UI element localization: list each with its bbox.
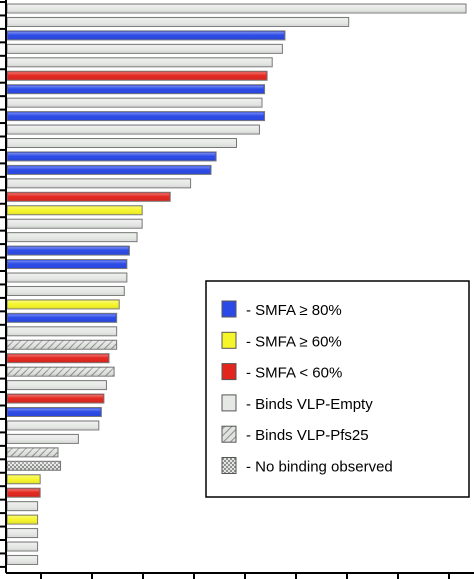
bar-shading (8, 368, 114, 376)
bar-shading (8, 220, 142, 228)
legend-box (205, 280, 470, 498)
legend-label-red: - SMFA < 60% (246, 365, 342, 382)
legend-swatch-red (221, 363, 237, 381)
bar-shading (8, 287, 124, 295)
bar-shading (8, 462, 60, 470)
bar-shading (8, 381, 106, 389)
bar-shading (8, 152, 216, 160)
bar-shading (8, 18, 348, 26)
bar-shading (8, 112, 264, 120)
bar-shading (8, 529, 37, 537)
bar-shading (8, 233, 137, 241)
bar-shading (8, 260, 126, 268)
bars-layer (6, 3, 467, 565)
x-axis-ticks (40, 573, 450, 579)
bar-shading (8, 327, 116, 335)
bar-shading (8, 193, 170, 201)
y-axis-ticks (0, 1, 6, 568)
bar-shading (8, 31, 284, 39)
legend-label-nobind: - No binding observed (246, 459, 393, 476)
bar-shading (8, 421, 98, 429)
bar-shading (8, 85, 264, 93)
legend-label-blue: - SMFA ≥ 80% (246, 302, 342, 319)
bar-shading (8, 502, 37, 510)
bar-shading (8, 99, 261, 107)
bar-shading (8, 408, 101, 416)
legend-swatch-blue (221, 300, 237, 318)
bar-shading (8, 5, 465, 12)
bar-shading (8, 58, 272, 66)
legend-label-pfs25: - Binds VLP-Pfs25 (246, 427, 369, 444)
bar-shading (8, 341, 116, 349)
bar-shading (8, 556, 37, 564)
legend-swatch-nobind (221, 457, 237, 474)
bar-shading (8, 300, 119, 308)
bar-shading (8, 489, 40, 497)
legend-swatch-yellow (221, 331, 237, 349)
bar-shading (8, 72, 267, 80)
bar-shading (8, 247, 129, 255)
bar-shading (8, 126, 259, 134)
legend-label-yellow: - SMFA ≥ 60% (246, 333, 342, 350)
bar-shading (8, 314, 116, 322)
bar-shading (8, 354, 108, 362)
bar-shading (8, 274, 126, 281)
bar-shading (8, 516, 37, 524)
bar-shading (8, 45, 282, 53)
bar-shading (8, 206, 142, 214)
bar-shading (8, 179, 190, 187)
bar-shading (8, 448, 57, 456)
legend: - SMFA ≥ 80% - SMFA ≥ 60% - SMFA < 60% - Bi… (205, 280, 470, 498)
bar-shading (8, 395, 103, 403)
bar-shading (8, 166, 210, 174)
bar-shading (8, 475, 40, 483)
legend-label-empty: - Binds VLP-Empty (246, 396, 373, 413)
bar-shading (8, 139, 236, 147)
bar-shading (8, 435, 78, 443)
bar-shading (8, 543, 37, 550)
legend-swatch-pfs25 (221, 425, 237, 443)
legend-items: - SMFA ≥ 80% - SMFA ≥ 60% - SMFA < 60% - Bi… (221, 300, 393, 476)
legend-swatch-empty (221, 394, 237, 412)
